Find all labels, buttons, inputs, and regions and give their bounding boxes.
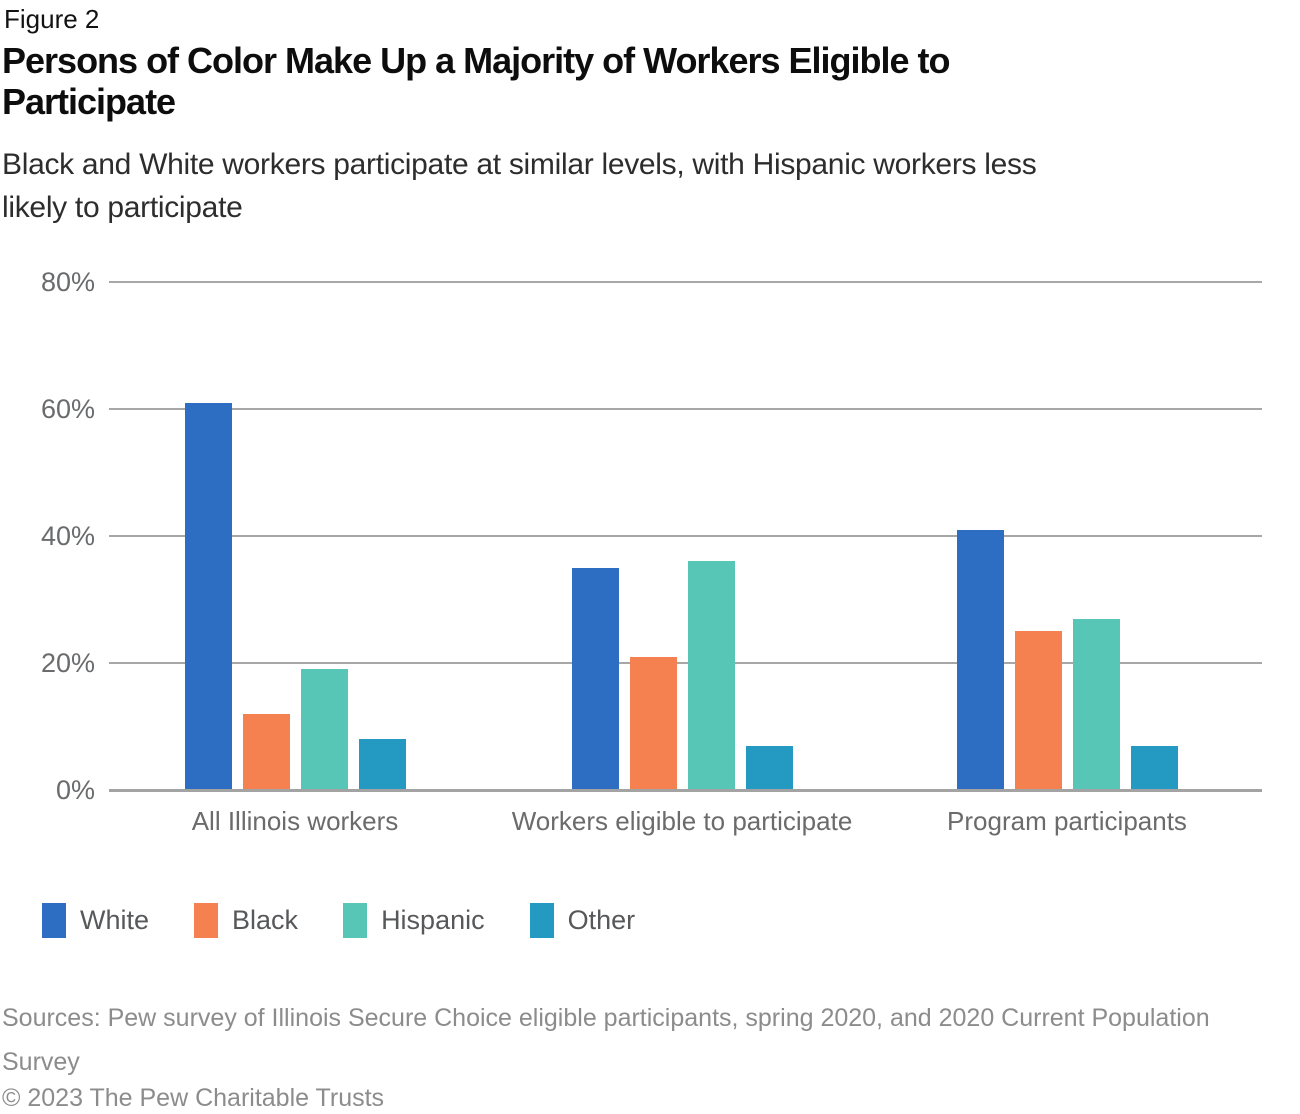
- gridline-80pct: [109, 281, 1262, 283]
- legend-swatch-hispanic: [343, 903, 368, 938]
- legend-label-other: Other: [567, 905, 636, 935]
- y-tick-label-60: 60%: [40, 394, 95, 424]
- bar-black-1: [243, 714, 290, 790]
- legend-swatch-other: [529, 903, 554, 938]
- bar-black-2: [630, 657, 677, 790]
- legend: White Black Hispanic Other: [42, 903, 635, 938]
- bar-other-3: [1131, 746, 1178, 790]
- bar-other-1: [359, 739, 406, 790]
- bar-hispanic-3: [1073, 619, 1120, 790]
- legend-item-hispanic: Hispanic: [343, 903, 485, 938]
- legend-swatch-black: [194, 903, 219, 938]
- copyright-note: © 2023 The Pew Charitable Trusts: [2, 1084, 385, 1112]
- chart-title: Persons of Color Make Up a Majority of W…: [2, 40, 951, 122]
- bar-group-1: [185, 403, 406, 790]
- bar-chart: 0% 20% 40% 60% 80% All Illinois workers Worke…: [40, 267, 1262, 836]
- figure-label: Figure 2: [4, 4, 100, 34]
- x-category-label-2: Workers eligible to participate: [511, 806, 853, 836]
- bar-hispanic-2: [688, 561, 735, 790]
- y-tick-label-0: 0%: [55, 775, 95, 805]
- gridline-60pct: [109, 408, 1262, 410]
- legend-label-white: White: [80, 905, 150, 935]
- chart-subtitle: Black and White workers participate at s…: [2, 148, 1037, 224]
- gridline-20pct: [109, 662, 1262, 664]
- bar-black-3: [1015, 631, 1062, 790]
- plot-area: [109, 281, 1262, 792]
- bar-white-1: [185, 403, 232, 790]
- y-tick-label-20: 20%: [40, 648, 95, 678]
- y-tick-label-80: 80%: [40, 267, 95, 297]
- gridline-40pct: [109, 535, 1262, 537]
- x-category-label-3: Program participants: [947, 806, 1187, 836]
- legend-label-black: Black: [232, 905, 299, 935]
- x-category-label-1: All Illinois workers: [191, 806, 399, 836]
- bar-group-3: [957, 530, 1178, 790]
- bar-white-3: [957, 530, 1004, 790]
- x-axis-line: [109, 789, 1262, 792]
- bar-other-2: [746, 746, 793, 790]
- bar-group-2: [572, 561, 793, 790]
- y-tick-label-40: 40%: [40, 521, 95, 551]
- sources-note: Sources: Pew survey of Illinois Secure C…: [2, 1004, 1210, 1076]
- legend-item-other: Other: [529, 903, 636, 938]
- legend-item-white: White: [42, 903, 149, 938]
- legend-label-hispanic: Hispanic: [381, 905, 485, 935]
- legend-item-black: Black: [194, 903, 298, 938]
- bar-white-2: [572, 568, 619, 790]
- legend-swatch-white: [42, 903, 66, 938]
- bar-hispanic-1: [301, 669, 348, 790]
